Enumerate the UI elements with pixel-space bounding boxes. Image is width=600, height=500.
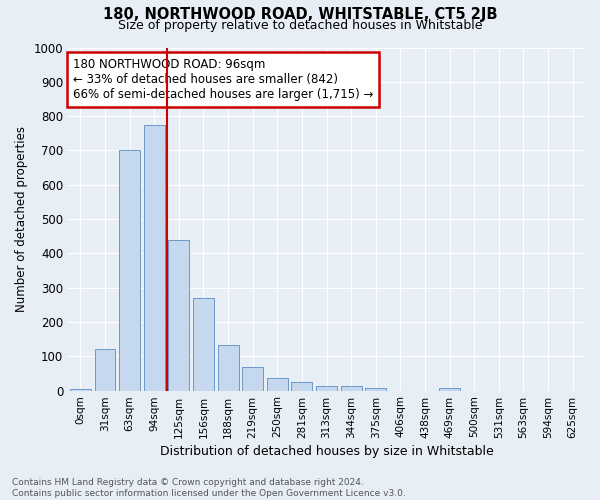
Bar <box>267 378 288 390</box>
Bar <box>144 124 164 390</box>
Bar <box>365 388 386 390</box>
Y-axis label: Number of detached properties: Number of detached properties <box>15 126 28 312</box>
Bar <box>292 382 313 390</box>
Bar <box>70 389 91 390</box>
Bar <box>341 386 362 390</box>
Text: 180, NORTHWOOD ROAD, WHITSTABLE, CT5 2JB: 180, NORTHWOOD ROAD, WHITSTABLE, CT5 2JB <box>103 8 497 22</box>
Bar <box>169 240 189 390</box>
Bar <box>95 348 115 391</box>
Bar <box>242 367 263 390</box>
X-axis label: Distribution of detached houses by size in Whitstable: Distribution of detached houses by size … <box>160 444 493 458</box>
Text: Size of property relative to detached houses in Whitstable: Size of property relative to detached ho… <box>118 18 482 32</box>
Bar <box>439 388 460 390</box>
Bar <box>316 386 337 390</box>
Bar <box>218 345 239 391</box>
Text: Contains HM Land Registry data © Crown copyright and database right 2024.
Contai: Contains HM Land Registry data © Crown c… <box>12 478 406 498</box>
Bar <box>119 150 140 390</box>
Text: 180 NORTHWOOD ROAD: 96sqm
← 33% of detached houses are smaller (842)
66% of semi: 180 NORTHWOOD ROAD: 96sqm ← 33% of detac… <box>73 58 374 101</box>
Bar <box>193 298 214 390</box>
